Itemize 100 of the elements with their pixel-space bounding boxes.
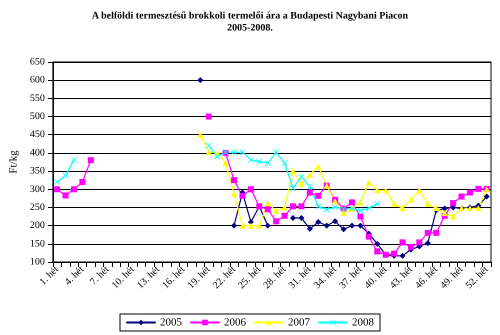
legend-label: 2005	[160, 316, 182, 328]
point	[273, 218, 280, 224]
point	[484, 194, 490, 200]
point	[324, 206, 330, 213]
point	[306, 172, 313, 178]
y-tick-label: 250	[30, 202, 45, 213]
point	[206, 114, 212, 120]
y-tick-label: 600	[30, 74, 45, 86]
x-tick-label: 4. hét	[62, 264, 86, 288]
point	[256, 158, 262, 165]
x-tick-label: 25. hét	[236, 264, 264, 292]
y-tick-label: 150	[30, 238, 45, 250]
y-tick-label: 400	[30, 147, 45, 158]
chart-subtitle: 2005-2008.	[227, 22, 274, 34]
point	[88, 157, 94, 164]
point	[248, 219, 254, 225]
point	[248, 186, 254, 192]
point	[366, 179, 372, 186]
point	[248, 156, 254, 163]
point	[340, 210, 347, 216]
legend-label: 2007	[288, 316, 310, 328]
point	[290, 168, 296, 174]
point	[374, 240, 380, 247]
point	[340, 226, 347, 232]
point	[450, 214, 456, 220]
x-tick-label: 10. hét	[110, 264, 137, 292]
point	[282, 204, 288, 210]
point	[374, 248, 380, 254]
point	[450, 200, 456, 206]
point	[264, 222, 271, 229]
point	[416, 187, 422, 194]
legend-label: 2006	[224, 316, 246, 328]
point	[433, 230, 440, 236]
point	[282, 160, 288, 166]
point	[374, 187, 380, 194]
point	[264, 206, 271, 212]
point	[62, 172, 69, 178]
point	[256, 222, 262, 229]
point	[298, 180, 304, 187]
x-tick-label: 43. hét	[388, 264, 415, 292]
point	[62, 192, 69, 198]
point	[357, 199, 364, 206]
y-tick-label: 450	[30, 129, 45, 140]
point	[366, 205, 372, 212]
point	[400, 205, 406, 212]
point	[400, 252, 406, 259]
y-tick-label: 550	[30, 92, 45, 104]
point	[324, 222, 330, 229]
point	[231, 177, 238, 184]
point	[374, 200, 380, 207]
x-tick-label: 52. hét	[464, 264, 491, 292]
point	[348, 199, 355, 206]
point	[458, 194, 465, 200]
point	[79, 179, 86, 185]
x-tick-label: 34. hét	[312, 264, 340, 292]
x-tick-label: 22. hét	[210, 264, 238, 292]
point	[315, 192, 322, 199]
point	[222, 160, 229, 166]
point	[282, 212, 288, 219]
point	[54, 186, 60, 192]
point	[315, 203, 322, 210]
x-tick-label: 28. hét	[261, 264, 289, 292]
point	[290, 203, 296, 210]
y-tick-label: 500	[30, 111, 45, 122]
point	[424, 200, 431, 207]
x-tick-label: 7. hét	[88, 264, 112, 288]
point	[332, 204, 338, 210]
point	[239, 222, 246, 229]
point	[264, 200, 271, 206]
x-tick-label: 37. hét	[337, 264, 364, 292]
x-tick-label: 49. hét	[438, 264, 466, 292]
point	[475, 205, 482, 212]
point	[332, 218, 338, 224]
point	[400, 239, 406, 246]
point	[366, 234, 372, 240]
y-axis-title: Ft/kg	[8, 150, 20, 174]
x-tick-label: 16. hét	[160, 264, 188, 292]
point	[442, 210, 448, 216]
point	[382, 187, 389, 194]
point	[231, 222, 238, 229]
point	[424, 240, 431, 246]
y-tick-label: 300	[30, 184, 45, 195]
y-tick-label: 650	[30, 56, 45, 68]
point	[70, 186, 77, 192]
point	[231, 190, 238, 197]
point	[239, 192, 246, 199]
x-tick-label: 13. hét	[135, 264, 162, 292]
x-tick-label: 31. hét	[286, 264, 314, 292]
point	[315, 219, 322, 225]
point	[475, 186, 482, 192]
point	[391, 200, 398, 207]
point	[306, 190, 313, 196]
point	[248, 222, 254, 229]
legend-label: 2008	[352, 316, 374, 328]
point	[273, 149, 280, 156]
point	[197, 132, 204, 138]
point	[416, 239, 422, 246]
x-tick-label: 46. hét	[413, 264, 440, 292]
point	[357, 214, 364, 220]
point	[424, 230, 431, 236]
